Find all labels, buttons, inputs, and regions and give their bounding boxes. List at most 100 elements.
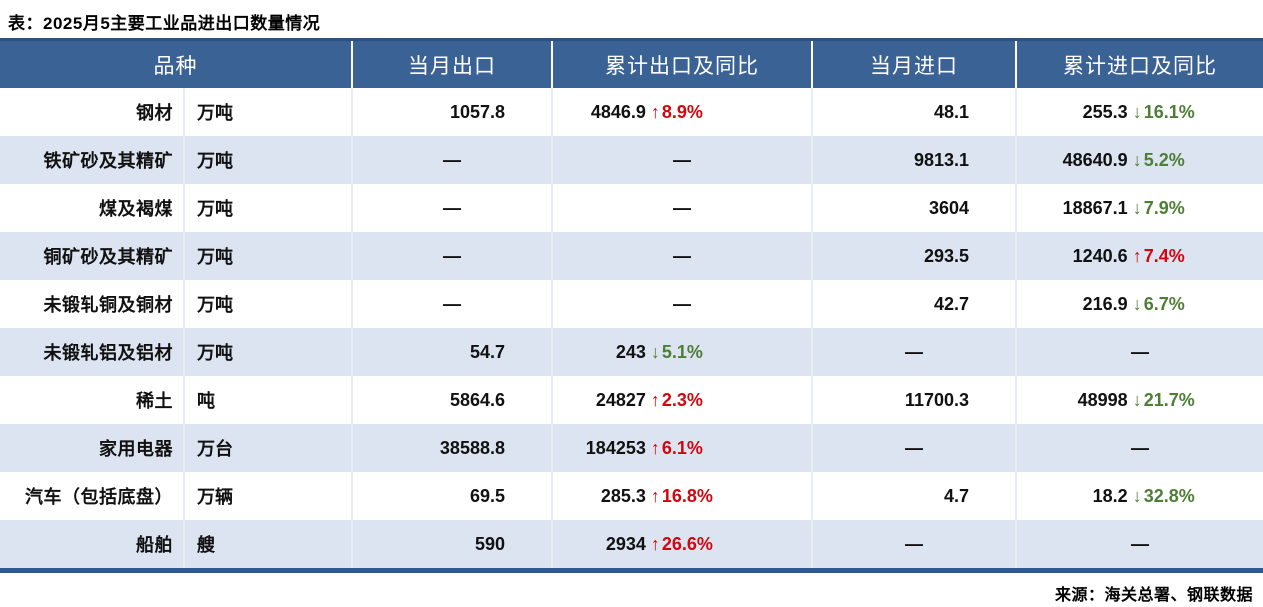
up-arrow-icon: ↑ <box>1132 245 1142 266</box>
cum-import: 48998 ↓ 21.7% <box>1017 376 1263 424</box>
month-import-value: 293.5 <box>813 232 1017 280</box>
product-unit: 万吨 <box>185 184 353 232</box>
cum-export: — <box>553 232 813 280</box>
cum-import-value: 18867.1 <box>1062 197 1128 218</box>
cum-export: 243 ↓ 5.1% <box>553 328 813 376</box>
empty-value: — <box>673 197 691 218</box>
cum-export-value: 184253 <box>585 437 646 458</box>
month-export-value: 38588.8 <box>353 424 553 472</box>
change-percent: 5.2% <box>1143 149 1185 170</box>
empty-value: — <box>353 184 553 232</box>
table-row: 未锻轧铝及铝材 万吨 54.7 243 ↓ 5.1% — — <box>0 328 1263 376</box>
product-name: 稀土 <box>0 376 185 424</box>
empty-value: — <box>353 232 553 280</box>
empty-value: — <box>1131 341 1149 362</box>
cum-import-change: ↑ 7.4% <box>1128 246 1185 267</box>
change-percent: 32.8% <box>1143 485 1195 506</box>
empty-value: — <box>673 149 691 170</box>
header-cell-month-import: 当月进口 <box>813 41 1017 88</box>
product-name: 船舶 <box>0 520 185 568</box>
product-unit: 万吨 <box>185 88 353 136</box>
month-export-value: 5864.6 <box>353 376 553 424</box>
month-export-value: 1057.8 <box>353 88 553 136</box>
change-percent: 21.7% <box>1143 389 1195 410</box>
product-unit: 吨 <box>185 376 353 424</box>
table-header-row: 品种 当月出口 累计出口及同比 当月进口 累计进口及同比 <box>0 38 1263 88</box>
cum-import: 18.2 ↓ 32.8% <box>1017 472 1263 520</box>
change-percent: 26.6% <box>661 533 713 554</box>
down-arrow-icon: ↓ <box>1132 197 1142 218</box>
change-percent: 6.1% <box>661 437 703 458</box>
table-row: 钢材 万吨 1057.8 4846.9 ↑ 8.9% 48.1 255.3 ↓ 16.1% <box>0 88 1263 136</box>
cum-import-change: ↓ 7.9% <box>1128 198 1185 219</box>
down-arrow-icon: ↓ <box>650 341 660 362</box>
cum-import: 1240.6 ↑ 7.4% <box>1017 232 1263 280</box>
empty-value: — <box>673 293 691 314</box>
product-unit: 万吨 <box>185 280 353 328</box>
change-percent: 5.1% <box>661 341 703 362</box>
cum-export-value: 2934 <box>605 533 646 554</box>
product-name: 家用电器 <box>0 424 185 472</box>
month-export-value: 69.5 <box>353 472 553 520</box>
header-cell-month-export: 当月出口 <box>353 41 553 88</box>
cum-export-change: ↑ 26.6% <box>646 534 713 555</box>
cum-import-value: 255.3 <box>1082 101 1128 122</box>
cum-import: — <box>1017 520 1263 568</box>
empty-value: — <box>1131 437 1149 458</box>
product-unit: 万吨 <box>185 136 353 184</box>
cum-import-value: 48998 <box>1077 389 1128 410</box>
cum-export: 4846.9 ↑ 8.9% <box>553 88 813 136</box>
product-name: 未锻轧铜及铜材 <box>0 280 185 328</box>
cum-import: — <box>1017 328 1263 376</box>
cum-import-value: 216.9 <box>1082 293 1128 314</box>
table-row: 煤及褐煤 万吨 — —3604 18867.1 ↓ 7.9% <box>0 184 1263 232</box>
empty-value: — <box>813 424 1017 472</box>
cum-export-change: ↑ 16.8% <box>646 486 713 507</box>
empty-value: — <box>813 328 1017 376</box>
up-arrow-icon: ↑ <box>650 533 660 554</box>
table-bottom-border <box>0 568 1263 573</box>
table-row: 稀土吨 5864.6 24827 ↑ 2.3% 11700.3 48998 ↓ 21.7% <box>0 376 1263 424</box>
cum-import: 48640.9 ↓ 5.2% <box>1017 136 1263 184</box>
product-unit: 艘 <box>185 520 353 568</box>
up-arrow-icon: ↑ <box>650 485 660 506</box>
table-row: 铁矿砂及其精矿 万吨 — —9813.1 48640.9 ↓ 5.2% <box>0 136 1263 184</box>
cum-export: — <box>553 184 813 232</box>
down-arrow-icon: ↓ <box>1132 149 1142 170</box>
product-unit: 万辆 <box>185 472 353 520</box>
cum-import: 216.9 ↓ 6.7% <box>1017 280 1263 328</box>
cum-import-value: 48640.9 <box>1062 149 1128 170</box>
month-export-value: 54.7 <box>353 328 553 376</box>
down-arrow-icon: ↓ <box>1132 389 1142 410</box>
cum-import: 255.3 ↓ 16.1% <box>1017 88 1263 136</box>
empty-value: — <box>353 136 553 184</box>
month-import-value: 48.1 <box>813 88 1017 136</box>
cum-export-change: ↑ 8.9% <box>646 102 703 123</box>
month-import-value: 42.7 <box>813 280 1017 328</box>
header-cell-cum-export: 累计出口及同比 <box>553 41 813 88</box>
product-unit: 万台 <box>185 424 353 472</box>
product-name: 铜矿砂及其精矿 <box>0 232 185 280</box>
product-unit: 万吨 <box>185 328 353 376</box>
table-row: 铜矿砂及其精矿 万吨 — —293.5 1240.6 ↑ 7.4% <box>0 232 1263 280</box>
cum-export-change: ↓ 5.1% <box>646 342 703 363</box>
page-title: 表：2025月5主要工业品进出口数量情况 <box>8 14 321 33</box>
month-import-value: 11700.3 <box>813 376 1017 424</box>
empty-value: — <box>1131 533 1149 554</box>
cum-export-value: 243 <box>615 341 646 362</box>
cum-export-change: ↑ 6.1% <box>646 438 703 459</box>
up-arrow-icon: ↑ <box>650 389 660 410</box>
change-percent: 7.9% <box>1143 197 1185 218</box>
source-note: 来源：海关总署、钢联数据 <box>1054 587 1253 604</box>
down-arrow-icon: ↓ <box>1132 101 1142 122</box>
cum-export: — <box>553 136 813 184</box>
table-row: 家用电器 万台 38588.8 184253 ↑ 6.1% — — <box>0 424 1263 472</box>
header-cell-cum-import: 累计进口及同比 <box>1063 53 1217 78</box>
product-name: 未锻轧铝及铝材 <box>0 328 185 376</box>
table-row: 未锻轧铜及铜材 万吨 — —42.7 216.9 ↓ 6.7% <box>0 280 1263 328</box>
cum-import-change: ↓ 6.7% <box>1128 294 1185 315</box>
cum-export: — <box>553 280 813 328</box>
up-arrow-icon: ↑ <box>650 101 660 122</box>
header-cell-product: 品种 <box>0 41 353 88</box>
